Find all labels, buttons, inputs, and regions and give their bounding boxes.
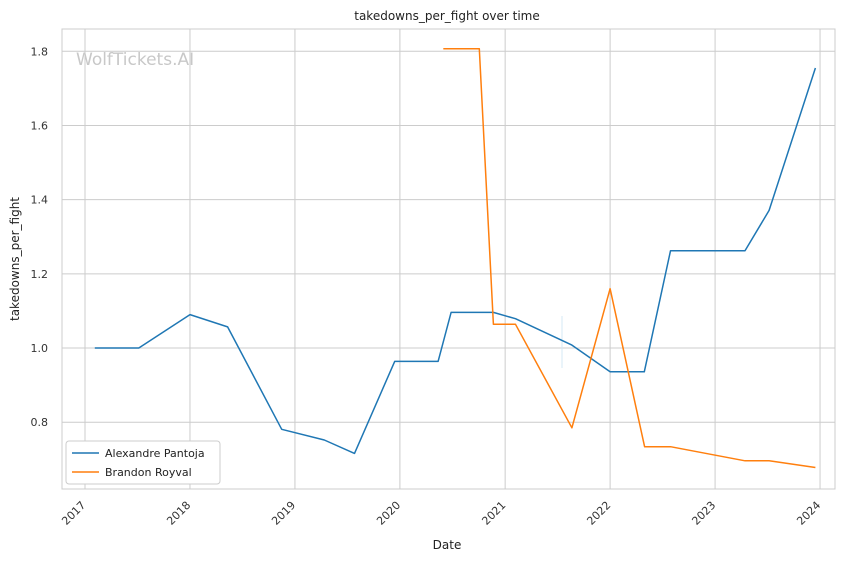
plot-background xyxy=(62,29,835,489)
y-tick-label: 1.4 xyxy=(31,194,49,207)
x-tick-labels: 2017 2018 2019 2020 2021 2022 2023 2024 xyxy=(59,499,823,528)
y-tick-label: 1.0 xyxy=(31,342,49,355)
chart-title: takedowns_per_fight over time xyxy=(354,9,540,23)
y-tick-label: 1.8 xyxy=(31,45,49,58)
y-tick-label: 1.2 xyxy=(31,268,49,281)
legend: Alexandre Pantoja Brandon Royval xyxy=(65,440,221,485)
legend-box xyxy=(65,440,221,485)
x-tick-label: 2021 xyxy=(479,499,508,528)
plot-frame xyxy=(61,28,836,490)
grid xyxy=(62,29,835,489)
x-tick-label: 2019 xyxy=(269,499,298,528)
x-tick-label: 2017 xyxy=(59,499,88,528)
x-tick-label: 2022 xyxy=(584,499,613,528)
y-tick-label: 0.8 xyxy=(31,416,49,429)
series-line-alexandre-pantoja xyxy=(94,67,817,455)
legend-label-pantoja: Alexandre Pantoja xyxy=(105,447,205,460)
x-tick-label: 2018 xyxy=(164,499,193,528)
x-axis-label: Date xyxy=(433,538,462,552)
series-layer xyxy=(94,47,817,469)
x-tick-label: 2023 xyxy=(689,499,718,528)
x-tick-label: 2024 xyxy=(794,499,823,528)
y-tick-label: 1.6 xyxy=(31,119,49,132)
y-tick-labels: 0.8 1.0 1.2 1.4 1.6 1.8 xyxy=(31,45,49,429)
watermark: WolfTickets.AI xyxy=(76,50,194,70)
series-line-brandon-royval xyxy=(443,47,816,469)
legend-label-royval: Brandon Royval xyxy=(105,466,192,479)
y-axis-label: takedowns_per_fight xyxy=(8,197,22,321)
x-tick-label: 2020 xyxy=(374,499,403,528)
